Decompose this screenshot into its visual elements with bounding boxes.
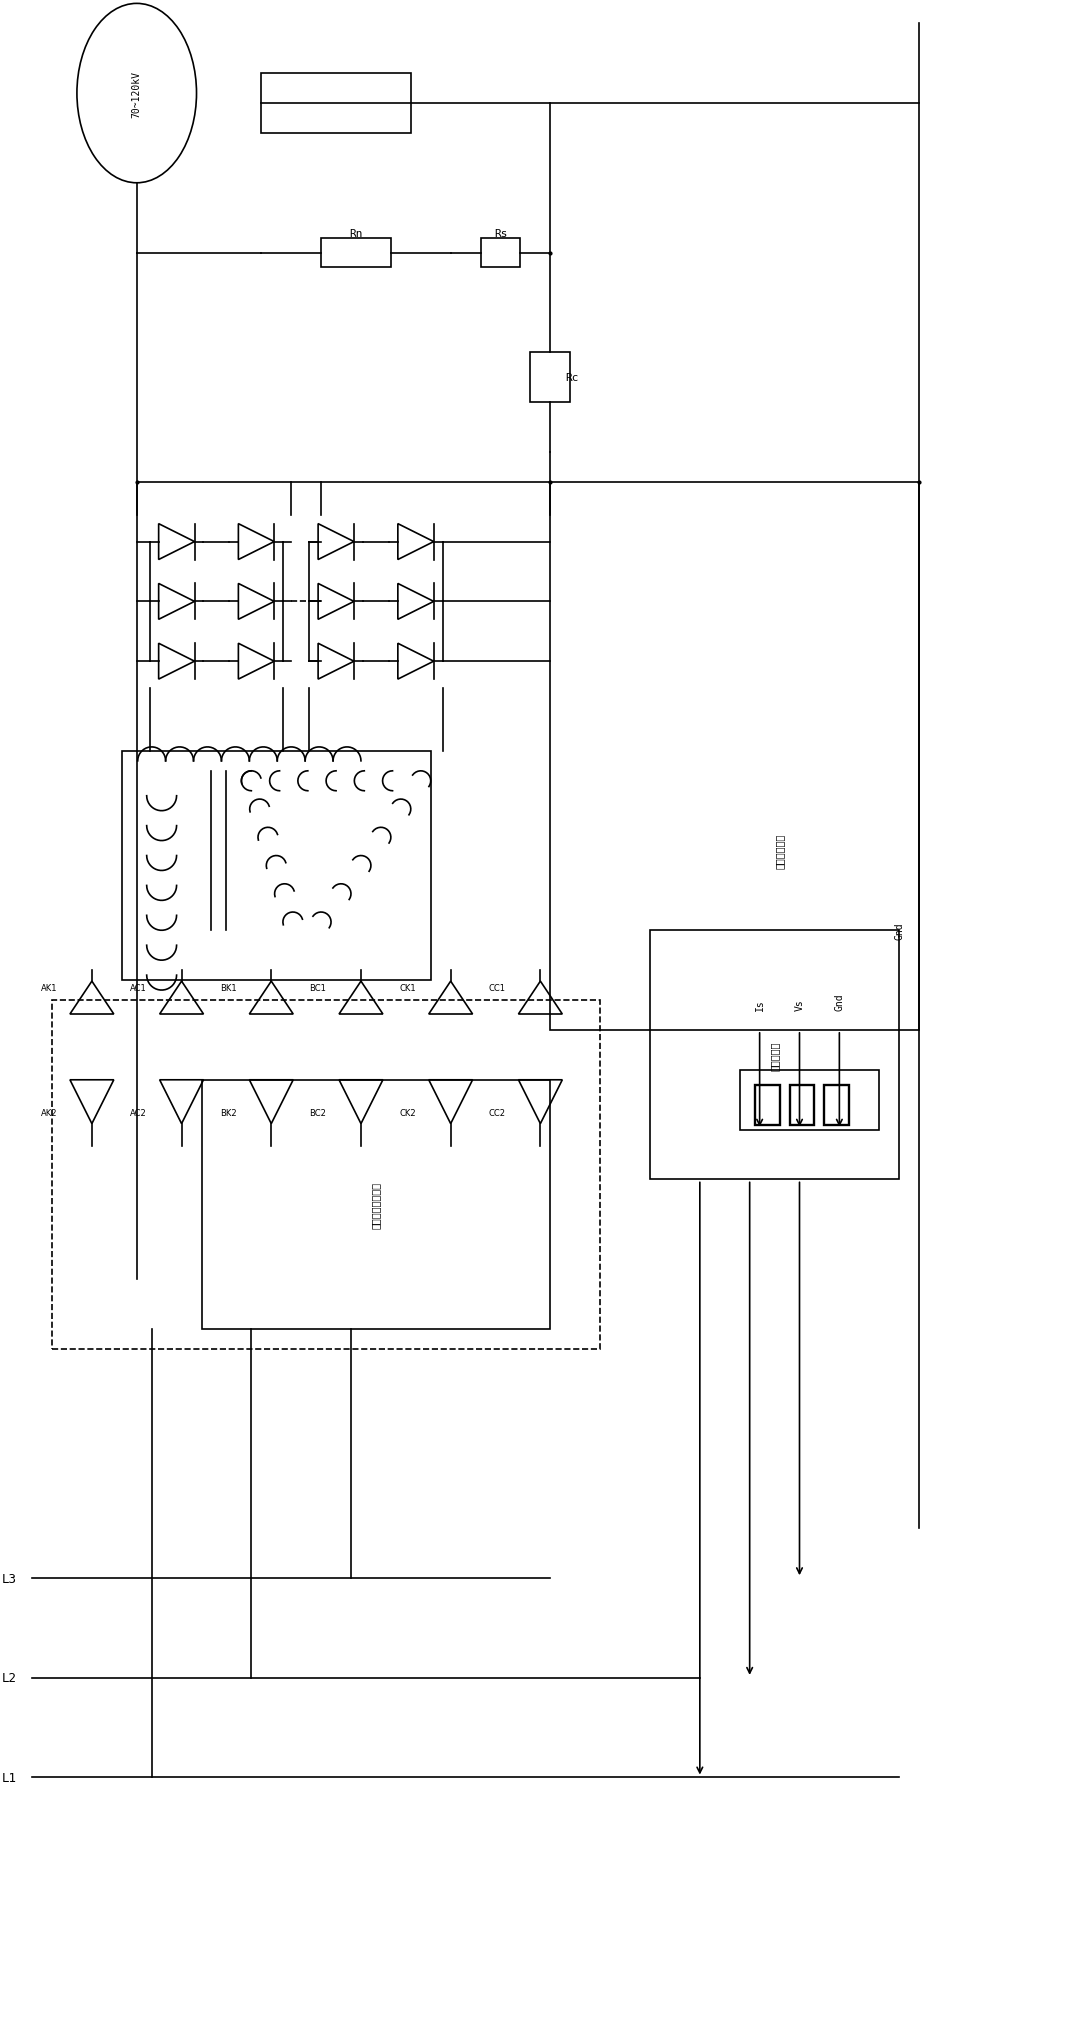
Text: 三相可控硅触发器: 三相可控硅触发器: [371, 1181, 381, 1228]
Text: BC2: BC2: [310, 1108, 326, 1119]
Text: CK2: CK2: [399, 1108, 415, 1119]
Bar: [531, 353, 570, 402]
Bar: [52, 1001, 600, 1350]
Text: BC1: BC1: [310, 985, 326, 993]
Bar: [481, 238, 520, 268]
Text: Gnd: Gnd: [894, 922, 905, 940]
Text: CK1: CK1: [399, 985, 415, 993]
Bar: [740, 1070, 879, 1131]
Text: Rc: Rc: [565, 374, 579, 384]
Bar: [550, 483, 920, 1031]
Bar: [202, 1080, 550, 1330]
Text: AC2: AC2: [130, 1108, 146, 1119]
Text: AK2: AK2: [41, 1108, 57, 1119]
Text: 取样反馈信号: 取样反馈信号: [774, 834, 785, 869]
Text: Gnd: Gnd: [834, 993, 845, 1011]
Text: 电源控制器: 电源控制器: [770, 1041, 780, 1070]
Text: Is: Is: [755, 999, 765, 1011]
Text: L2: L2: [2, 1671, 17, 1685]
Bar: [321, 238, 391, 268]
Text: 70~120kV: 70~120kV: [131, 71, 142, 118]
Bar: [789, 1086, 815, 1125]
Text: Vs: Vs: [795, 999, 804, 1011]
Bar: [122, 751, 430, 980]
Text: Rn: Rn: [349, 229, 363, 238]
Bar: [262, 75, 411, 134]
Text: L1: L1: [2, 1770, 17, 1784]
Bar: [824, 1086, 849, 1125]
Text: AK1: AK1: [41, 985, 57, 993]
Text: BK2: BK2: [220, 1108, 236, 1119]
Bar: [755, 1086, 780, 1125]
Text: L3: L3: [2, 1571, 17, 1585]
Text: AC1: AC1: [130, 985, 146, 993]
Text: BK1: BK1: [220, 985, 236, 993]
Text: CC1: CC1: [488, 985, 505, 993]
Text: CC2: CC2: [488, 1108, 505, 1119]
Text: Rs: Rs: [493, 229, 507, 238]
Bar: [650, 932, 899, 1179]
